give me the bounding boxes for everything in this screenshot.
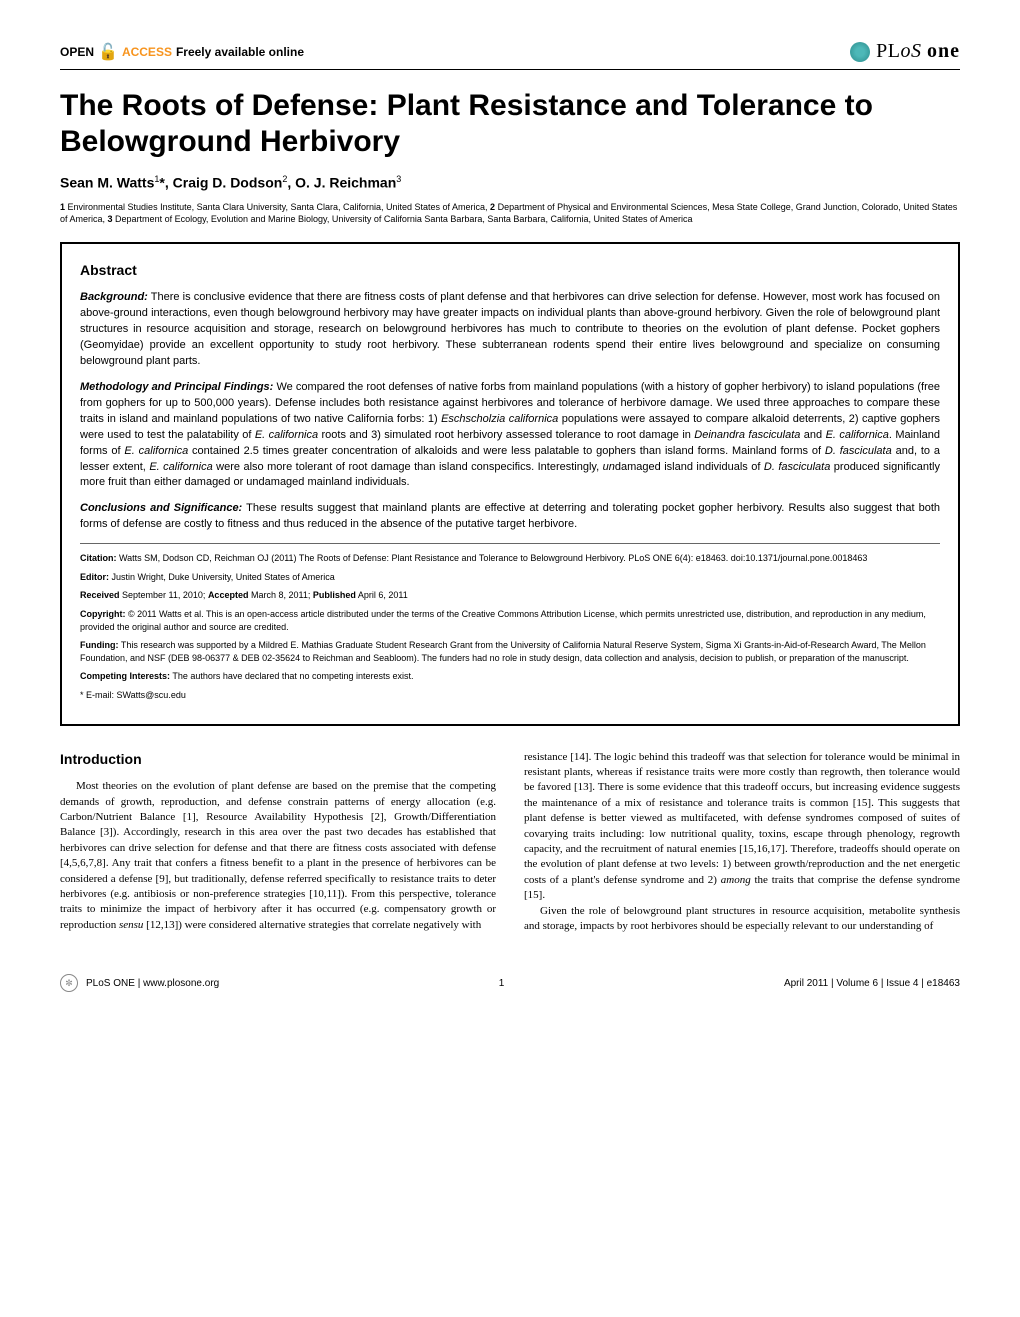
footer-journal: PLoS ONE | www.plosone.org [86,978,219,989]
journal-name: PLoS one [876,40,960,63]
introduction-heading: Introduction [60,750,496,770]
footer-left: ✼ PLoS ONE | www.plosone.org [60,974,219,992]
journal-logo: PLoS one [850,40,960,63]
abstract-background: Background: There is conclusive evidence… [80,290,940,370]
abstract-heading: Abstract [80,260,940,280]
intro-para-1: Most theories on the evolution of plant … [60,779,496,933]
email-row: * E-mail: SWatts@scu.edu [80,689,940,702]
open-access-badge: OPEN 🔓 ACCESS Freely available online [60,42,304,62]
body-columns: Introduction Most theories on the evolut… [60,750,960,935]
page-footer: ✼ PLoS ONE | www.plosone.org 1 April 201… [60,974,960,992]
intro-para-1-cont: resistance [14]. The logic behind this t… [524,750,960,904]
footer-issue: April 2011 | Volume 6 | Issue 4 | e18463 [784,978,960,989]
footer-logo-icon: ✼ [60,974,78,992]
abstract-methods: Methodology and Principal Findings: We c… [80,380,940,492]
unlock-icon: 🔓 [98,42,118,62]
footer-page: 1 [499,978,505,989]
abstract-box: Abstract Background: There is conclusive… [60,242,960,726]
article-title: The Roots of Defense: Plant Resistance a… [60,88,960,160]
dates-row: Received September 11, 2010; Accepted Ma… [80,589,940,602]
column-right: resistance [14]. The logic behind this t… [524,750,960,935]
authors: Sean M. Watts1*, Craig D. Dodson2, O. J.… [60,174,960,191]
abstract-conclusions: Conclusions and Significance: These resu… [80,501,940,533]
competing-row: Competing Interests: The authors have de… [80,670,940,683]
copyright-row: Copyright: © 2011 Watts et al. This is a… [80,608,940,633]
journal-icon [850,42,870,62]
citation-row: Citation: Watts SM, Dodson CD, Reichman … [80,552,940,565]
column-left: Introduction Most theories on the evolut… [60,750,496,935]
editor-row: Editor: Justin Wright, Duke University, … [80,571,940,584]
page-header: OPEN 🔓 ACCESS Freely available online PL… [60,40,960,70]
oa-open-text: OPEN [60,45,94,59]
article-meta: Citation: Watts SM, Dodson CD, Reichman … [80,543,940,701]
oa-access-text: ACCESS [122,45,172,59]
funding-row: Funding: This research was supported by … [80,639,940,664]
affiliations: 1 Environmental Studies Institute, Santa… [60,201,960,226]
oa-tagline: Freely available online [176,45,304,59]
intro-para-2: Given the role of belowground plant stru… [524,904,960,935]
